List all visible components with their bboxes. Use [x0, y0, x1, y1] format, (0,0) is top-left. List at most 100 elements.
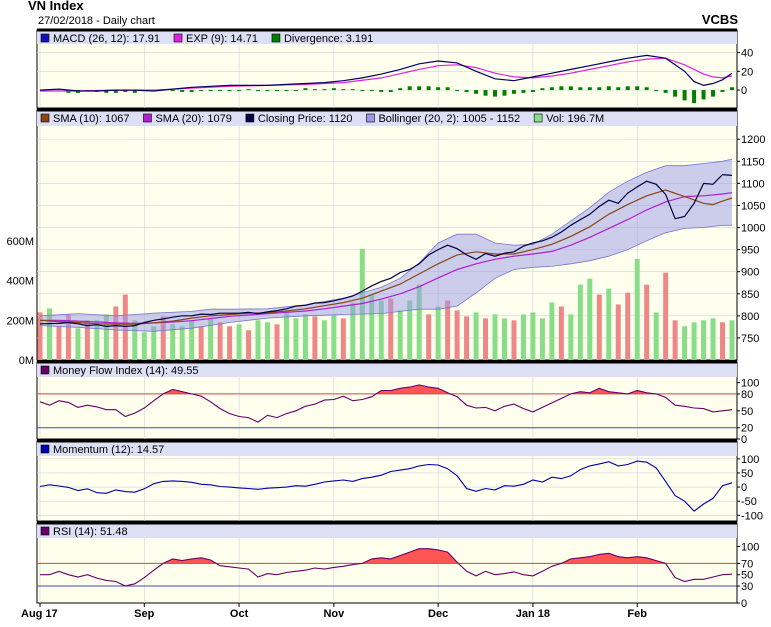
divergence-bar [350, 89, 355, 91]
mfi-legend-0: Money Flow Index (14): 49.55 [53, 365, 199, 377]
divergence-bar [578, 87, 583, 91]
divergence-bar [341, 89, 346, 91]
brand-label: VCBS [702, 12, 738, 27]
volume-bar [435, 306, 441, 360]
macd-line [39, 54, 733, 92]
momentum-tick-label: -100 [741, 510, 763, 522]
price-tick-label: 850 [741, 289, 759, 301]
volume-bar [710, 318, 716, 360]
divergence-bar [455, 90, 460, 92]
divergence-bar [388, 90, 393, 92]
volume-bar [483, 318, 489, 360]
divergence-bar [644, 87, 649, 91]
volume-bar [720, 322, 726, 360]
rsi-tick-label: 50 [741, 570, 753, 582]
macd-swatch-icon [40, 33, 50, 43]
price-legend-2: Closing Price: 1120 [258, 113, 353, 125]
volume-bar [558, 306, 564, 360]
price-tick-label: 1150 [741, 156, 765, 168]
volume-bar [615, 304, 621, 360]
bollinger-band [40, 159, 732, 332]
rsi-tick-label: 30 [741, 581, 753, 593]
bollinger-upper-line [39, 158, 733, 317]
divergence-bar [398, 88, 403, 91]
rsi-tick-label: 100 [741, 541, 759, 553]
momentum-panel: Momentum (12): 14.57 -100 -50 0 50 100 [36, 439, 763, 522]
volume-bar [378, 300, 384, 360]
sma20-swatch-icon [143, 113, 152, 123]
mfi-swatch-icon [40, 365, 50, 375]
volume-bar [65, 314, 71, 360]
divergence-bar [123, 90, 128, 92]
price-tick-label: 1000 [741, 223, 765, 235]
chart-subtitle: 27/02/2018 - Daily chart [38, 15, 155, 27]
divergence-bar [284, 90, 289, 92]
divergence-bar [540, 88, 545, 91]
divergence-bar [635, 86, 640, 91]
rsi-legend-bar [37, 523, 737, 538]
volume-bar [283, 312, 289, 360]
volume-bar [701, 320, 707, 360]
volume-bar [568, 314, 574, 360]
divergence-bar [464, 90, 469, 92]
exp-swatch-icon [173, 33, 183, 43]
volume-bar [596, 294, 602, 360]
volume-bar [246, 330, 252, 360]
macd-tick-label: 40 [741, 48, 753, 60]
divergence-bar [180, 90, 185, 92]
price-tick-label: 750 [741, 333, 759, 345]
momentum-swatch-icon [40, 444, 50, 454]
price-legend-4: Vol: 196.7M [546, 113, 604, 125]
volume-bar [46, 308, 52, 360]
volume-bar [672, 320, 678, 360]
rsi-line [40, 548, 733, 587]
volume-bar [302, 314, 308, 360]
volume-bar [388, 298, 394, 360]
mfi-tick-label: 0 [741, 434, 747, 446]
volume-bar [634, 258, 640, 360]
x-tick-label: Nov [323, 608, 345, 620]
macd-legend-2: Divergence: 3.191 [284, 33, 373, 45]
chart-panels: MACD (26, 12): 17.91 EXP (9): 14.71 Diverg… [6, 28, 765, 610]
volume-bar [445, 300, 451, 360]
price-legend-0: SMA (10): 1067 [53, 113, 129, 125]
divergence-bar [436, 87, 441, 91]
divergence-bar [426, 86, 431, 91]
divergence-bar [237, 90, 242, 92]
mfi-tick-label: 50 [741, 406, 753, 418]
divergence-bar [132, 90, 137, 93]
momentum-tick-label: -50 [741, 496, 757, 508]
close-swatch-icon [245, 113, 255, 123]
volume-bar [663, 272, 669, 360]
price-tick-label: 900 [741, 267, 759, 279]
price-panel: SMA (10): 1067 SMA (20): 1079 Closing Pric… [6, 108, 765, 367]
rsi-tick-label: 70 [741, 558, 753, 570]
mfi-tick-label: 20 [741, 423, 753, 435]
volume-bar [473, 312, 479, 360]
volume-bar [151, 326, 157, 360]
volume-bar [653, 312, 659, 360]
volume-bar [729, 320, 735, 360]
divergence-bar [274, 90, 279, 92]
x-tick-label: Jan 18 [516, 608, 550, 620]
divergence-bar [170, 90, 175, 92]
closing-price-line [39, 173, 733, 328]
volume-bar [577, 284, 583, 360]
volume-bar [492, 314, 498, 360]
volume-bar [691, 322, 697, 360]
rsi-legend-0: RSI (14): 51.48 [53, 526, 128, 538]
divergence-bar [511, 90, 516, 94]
volume-bar [530, 312, 536, 360]
divergence-bar [673, 90, 678, 97]
divergence-bar [246, 89, 251, 91]
volume-bar [113, 306, 119, 360]
price-legend-3: Bollinger (20, 2): 1005 - 1152 [378, 113, 520, 125]
volume-bar [179, 326, 185, 360]
divergence-bar [417, 86, 422, 91]
divergence-bar [682, 90, 687, 101]
volume-bar [454, 310, 460, 360]
divergence-bar [502, 90, 507, 96]
